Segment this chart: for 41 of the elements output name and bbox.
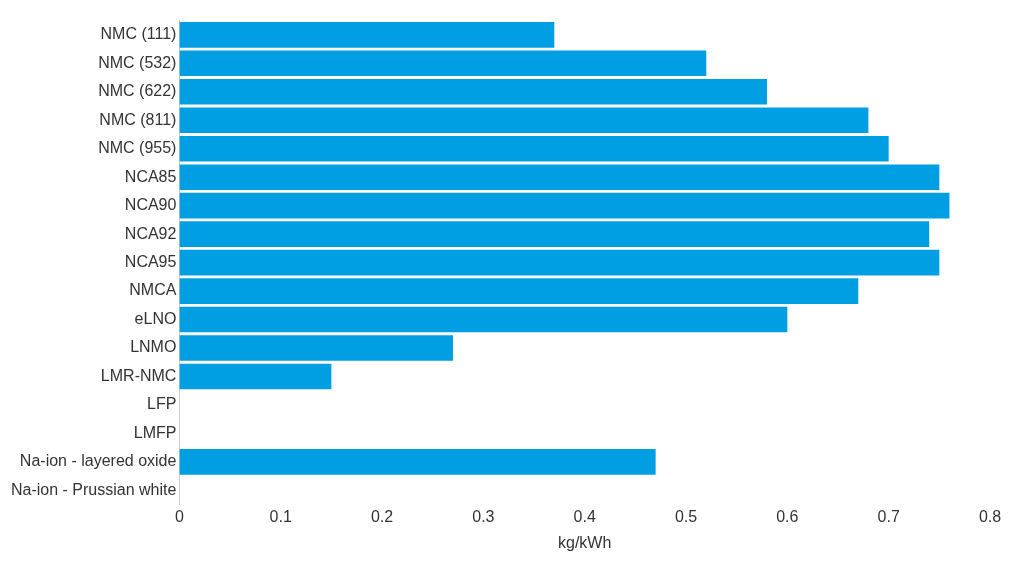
y-tick-label: Na-ion - layered oxide [19,452,177,470]
bar [179,135,889,162]
y-tick-label: NMC (811) [99,110,177,128]
bar [179,107,869,134]
bar [179,221,930,247]
y-tick-label: NCA95 [124,253,177,271]
y-tick-label: LMR-NMC [100,366,177,384]
y-tick-label: NCA85 [124,167,177,185]
y-tick-label: Na-ion - Prussian white [10,480,177,498]
x-tick-label: 0 [174,507,184,525]
x-tick-label: 0.5 [674,507,698,525]
y-tick-label: NMC (622) [98,82,177,100]
x-tick-label: 0.1 [269,507,292,525]
y-tick-label: NMC (955) [98,139,177,157]
bar [179,278,859,304]
bar [179,50,707,77]
bar [179,164,940,190]
bar [179,335,453,361]
x-axis-title: kg/kWh [558,533,612,551]
y-tick-label: NCA90 [124,196,177,214]
x-tick-label: 0.4 [573,507,596,525]
x-tick-label: 0.8 [978,507,1002,525]
bar [179,192,950,219]
y-tick-label: NMC (532) [98,53,177,71]
y-tick-label: eLNO [134,309,177,327]
bar [179,249,940,276]
y-tick-label: NMC (111) [100,25,177,43]
y-tick-label: NCA92 [124,224,177,242]
bar [179,22,555,48]
x-tick-label: 0.6 [776,507,799,525]
bar [179,306,788,333]
y-tick-label: NMCA [129,281,177,299]
x-tick-label: 0.7 [877,507,900,525]
bar [179,78,768,105]
x-tick-label: 0.2 [370,507,394,525]
x-tick-label: 0.3 [472,507,495,525]
y-tick-label: LMFP [133,423,177,441]
y-tick-label: LFP [147,395,177,413]
y-tick-label: LNMO [130,338,177,356]
bar [179,449,656,475]
bar [179,363,332,390]
